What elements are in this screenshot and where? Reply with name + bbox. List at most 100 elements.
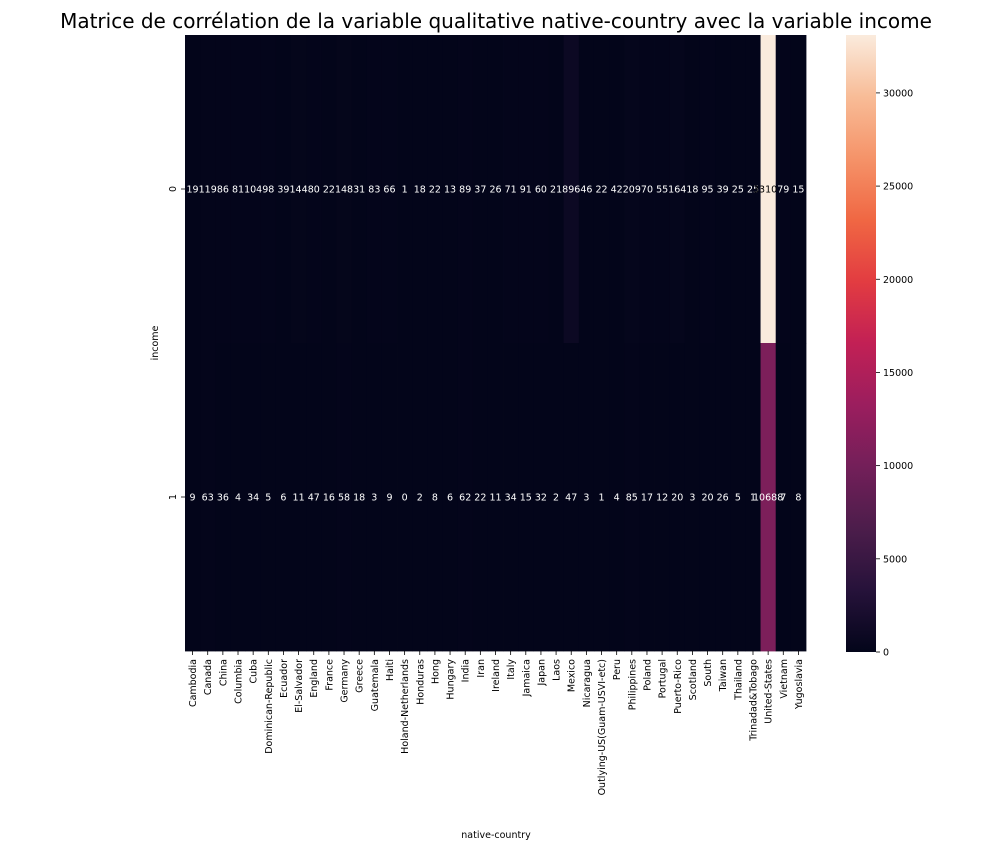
x-tick-label: Mexico <box>567 659 578 692</box>
heatmap-cell <box>275 35 292 344</box>
heatmap-cell <box>472 343 489 652</box>
heatmap-cell <box>790 343 807 652</box>
cell-value-label: 16 <box>323 493 335 504</box>
cell-value-label: 18 <box>686 185 698 196</box>
x-tick-label: Poland <box>642 659 653 691</box>
cell-value-label: 2 <box>417 493 423 504</box>
heatmap-cell <box>442 343 459 652</box>
x-tick-label: Thailand <box>733 659 744 701</box>
heatmap-cell <box>715 343 731 652</box>
cell-value-label: 39 <box>717 185 729 196</box>
chart-title: Matrice de corrélation de la variable qu… <box>60 9 932 33</box>
cell-value-label: 164 <box>668 185 686 196</box>
cell-value-label: 79 <box>777 185 789 196</box>
heatmap-cell <box>215 35 231 344</box>
heatmap-cell <box>336 343 353 652</box>
cell-value-label: 80 <box>308 185 320 196</box>
cell-value-label: 55 <box>656 185 668 196</box>
heatmap-cell <box>593 35 610 344</box>
heatmap-cell <box>230 35 246 344</box>
heatmap-cell <box>427 343 443 652</box>
cell-value-label: 46 <box>580 185 592 196</box>
cell-value-label: 22 <box>595 185 607 196</box>
cell-value-label: 10688 <box>753 493 783 504</box>
cell-value-label: 5 <box>735 493 741 504</box>
x-tick-label: Peru <box>612 659 623 680</box>
x-tick-label: Cuba <box>249 659 260 684</box>
x-tick-label: Ireland <box>491 659 502 692</box>
colorbar-tick-label: 30000 <box>883 88 913 99</box>
x-tick-label: Iran <box>476 659 487 678</box>
heatmap-cell <box>336 35 353 344</box>
cell-value-label: 34 <box>505 493 517 504</box>
cell-value-label: 0 <box>402 493 408 504</box>
cell-value-label: 91 <box>520 185 532 196</box>
x-tick-label: Ecuador <box>279 659 290 698</box>
x-tick-label: Scotland <box>688 659 699 700</box>
cell-value-label: 9 <box>386 493 392 504</box>
colorbar-tick-label: 5000 <box>883 554 907 565</box>
heatmap-cell <box>306 35 322 344</box>
cell-value-label: 1 <box>750 493 756 504</box>
cell-value-label: 11 <box>489 493 501 504</box>
cell-value-label: 66 <box>383 185 395 196</box>
heatmap-cell <box>412 343 428 652</box>
heatmap-cell <box>593 343 610 652</box>
cell-value-label: 119 <box>199 185 217 196</box>
heatmap-cell <box>397 35 413 344</box>
cell-value-label: 18 <box>414 185 426 196</box>
heatmap-cell <box>699 343 716 652</box>
heatmap-cell <box>518 35 534 344</box>
heatmap-cell <box>715 35 731 344</box>
cell-value-label: 81 <box>232 185 244 196</box>
colorbar-tick-label: 0 <box>883 648 889 659</box>
colorbar-tick-label: 20000 <box>883 275 913 286</box>
heatmap-cell <box>669 35 686 344</box>
heatmap-cell <box>427 35 443 344</box>
heatmap-cell <box>397 343 413 652</box>
heatmap-cell <box>351 35 368 344</box>
cell-value-label: 1 <box>599 493 605 504</box>
heatmap-cell <box>609 35 625 344</box>
x-tick-label: South <box>703 659 714 687</box>
heatmap-cell <box>533 343 549 652</box>
cell-value-label: 22 <box>323 185 335 196</box>
heatmap-cell <box>548 343 565 652</box>
heatmap-cell <box>669 343 686 652</box>
x-tick-label: Honduras <box>415 659 426 705</box>
x-tick-label: China <box>218 659 229 686</box>
x-tick-label: Italy <box>506 659 517 680</box>
heatmap-cell <box>457 35 474 344</box>
cell-value-label: 62 <box>459 493 471 504</box>
x-tick-label: Vietnam <box>779 659 790 699</box>
cell-value-label: 60 <box>535 185 547 196</box>
cell-value-label: 98 <box>262 185 274 196</box>
cell-value-label: 12 <box>656 493 668 504</box>
heatmap-cell <box>548 35 565 344</box>
cell-value-label: 7 <box>780 493 786 504</box>
colorbar-tick-label: 15000 <box>883 368 913 379</box>
x-tick-label: Canada <box>203 659 214 695</box>
cell-value-label: 3 <box>371 493 377 504</box>
heatmap-cell <box>730 35 746 344</box>
cell-value-label: 70 <box>641 185 653 196</box>
heatmap-cell <box>366 343 383 652</box>
cell-value-label: 17 <box>641 493 653 504</box>
heatmap-cell <box>442 35 459 344</box>
cell-value-label: 18 <box>353 493 365 504</box>
heatmap-cell <box>230 343 246 652</box>
heatmap-cell <box>351 343 368 652</box>
cell-value-label: 144 <box>290 185 308 196</box>
cell-value-label: 3 <box>583 493 589 504</box>
heatmap-cell <box>381 35 398 344</box>
heatmap-cell <box>563 35 580 344</box>
x-tick-label: Laos <box>552 659 563 681</box>
cell-value-label: 22 <box>474 493 486 504</box>
x-tick-label: Columbia <box>234 659 245 704</box>
x-tick-labels: Cambodia Canada China Columbia Cuba Dominican… <box>188 651 805 795</box>
cell-value-label: 58 <box>338 493 350 504</box>
y-tick-label: 1 <box>168 494 179 500</box>
x-tick-label: Hong <box>430 659 441 684</box>
heatmap-cell <box>578 35 595 344</box>
